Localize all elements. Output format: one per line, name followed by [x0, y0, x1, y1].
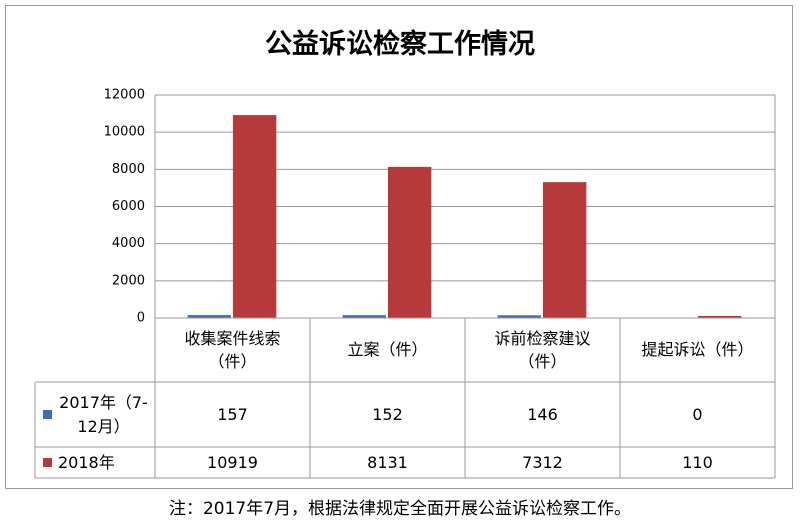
- legend-item: 2017年（7-12月）: [35, 382, 155, 447]
- table-value: 8131: [367, 452, 408, 472]
- y-tick-label: 4000: [112, 236, 145, 251]
- bar: [697, 315, 742, 318]
- chart-title: 公益诉讼检察工作情况: [265, 29, 535, 60]
- table-value: 146: [527, 404, 558, 424]
- table-value: 7312: [522, 452, 563, 472]
- table-value: 152: [372, 404, 403, 424]
- legend-item: 2018年: [35, 447, 155, 478]
- chart-frame: [5, 5, 793, 489]
- y-tick-label: 8000: [112, 162, 145, 177]
- footnote: 注：2017年7月，根据法律规定全面开展公益诉讼检察工作。: [168, 499, 632, 519]
- table-value: 110: [682, 452, 713, 472]
- category-label: 立案（件）: [347, 340, 428, 360]
- table-value: 0: [692, 404, 703, 424]
- bar: [542, 182, 587, 318]
- category-label: 提起诉讼（件）: [641, 340, 754, 360]
- bar: [232, 115, 277, 318]
- y-tick-label: 0: [137, 311, 145, 326]
- bar: [342, 315, 386, 318]
- legend-swatch: [43, 410, 52, 419]
- y-tick-label: 12000: [104, 88, 145, 103]
- table-value: 10919: [207, 452, 258, 472]
- legend-label: 2018年: [58, 452, 115, 472]
- y-tick-label: 6000: [112, 199, 145, 214]
- bar: [187, 315, 231, 318]
- y-tick-label: 2000: [112, 273, 145, 288]
- legend-label: 2017年（7-12月）: [59, 393, 148, 436]
- y-tick-label: 10000: [104, 125, 145, 140]
- legend-swatch: [43, 458, 52, 467]
- category-label: 收集案件线索（件）: [184, 328, 281, 371]
- bar: [387, 166, 432, 318]
- category-label: 诉前检察建议（件）: [494, 328, 591, 371]
- table-value: 157: [217, 404, 248, 424]
- bar: [497, 315, 541, 318]
